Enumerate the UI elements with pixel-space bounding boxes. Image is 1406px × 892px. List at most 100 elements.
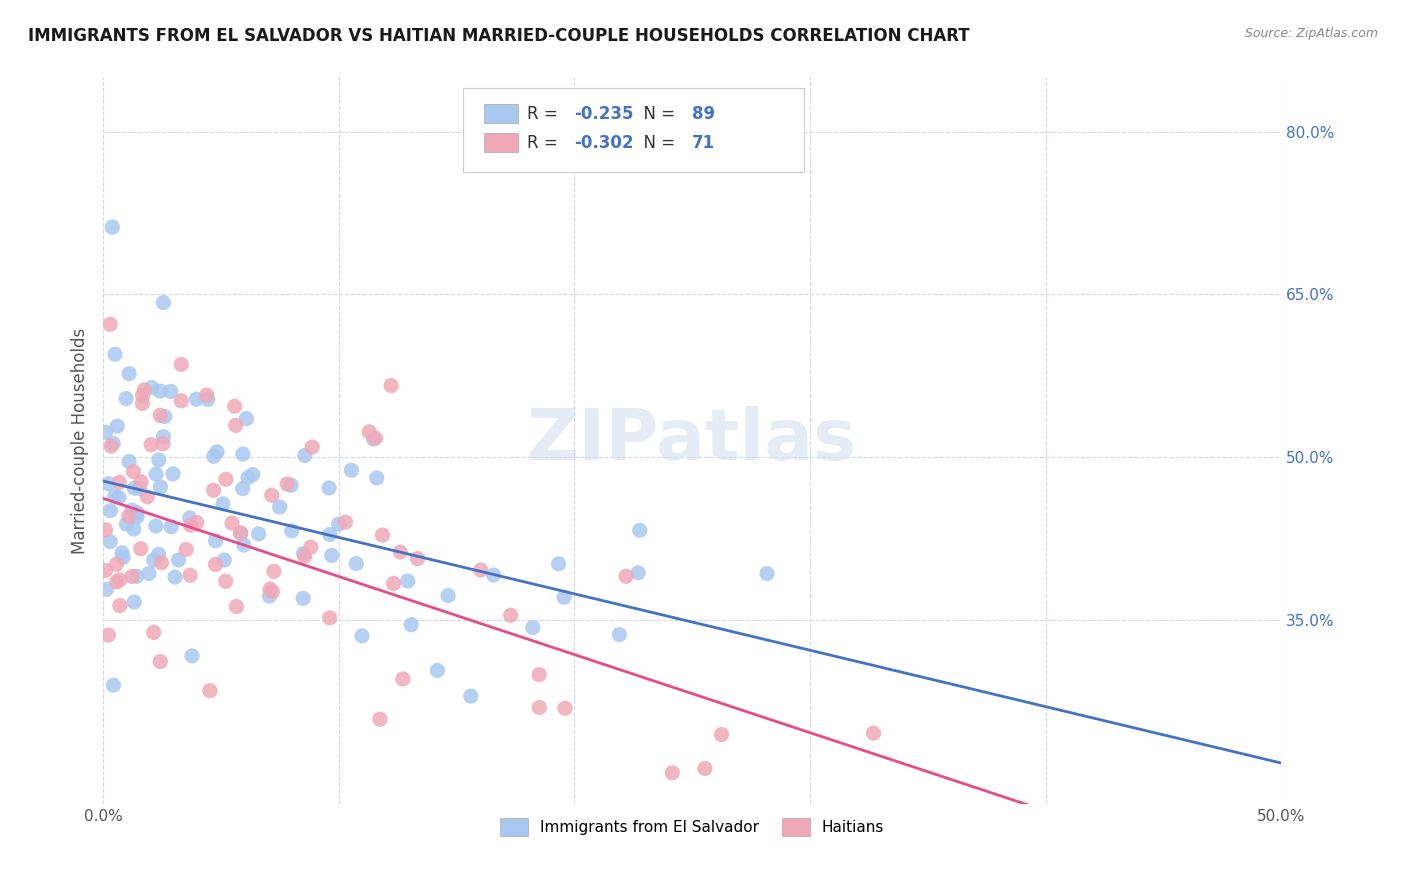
Point — [215, 472, 238, 486]
Point — [179, 511, 201, 525]
Point — [108, 475, 131, 490]
Point — [437, 589, 460, 603]
Point — [97, 476, 120, 491]
Point — [693, 762, 716, 776]
Point — [363, 432, 385, 446]
Point — [224, 399, 246, 413]
Point — [121, 503, 143, 517]
Point — [554, 701, 576, 715]
Point — [292, 591, 315, 606]
Point — [321, 549, 343, 563]
Point — [122, 465, 145, 479]
Point — [122, 522, 145, 536]
Point — [108, 599, 131, 613]
Point — [159, 384, 181, 399]
Point — [482, 568, 505, 582]
Point — [368, 712, 391, 726]
Point — [104, 347, 127, 361]
Point — [460, 689, 482, 703]
Point — [710, 727, 733, 741]
Point — [225, 418, 247, 433]
Point — [149, 480, 172, 494]
Point — [470, 563, 492, 577]
Point — [129, 475, 152, 489]
Point — [163, 570, 186, 584]
Text: N =: N = — [633, 134, 681, 152]
Point — [174, 542, 197, 557]
Point — [180, 518, 202, 533]
Point — [149, 384, 172, 398]
Point — [96, 582, 118, 597]
Point — [269, 500, 291, 514]
Point — [547, 557, 569, 571]
Point — [259, 582, 281, 596]
Point — [212, 497, 235, 511]
Point — [129, 541, 152, 556]
Point — [205, 445, 228, 459]
Point — [318, 481, 340, 495]
Point — [350, 629, 373, 643]
Point — [627, 566, 650, 580]
Point — [115, 392, 138, 406]
Point — [371, 528, 394, 542]
Y-axis label: Married-couple Households: Married-couple Households — [72, 327, 89, 554]
Point — [118, 454, 141, 468]
Point — [335, 515, 357, 529]
Point — [280, 524, 302, 538]
Point — [104, 489, 127, 503]
Text: Source: ZipAtlas.com: Source: ZipAtlas.com — [1244, 27, 1378, 40]
Point — [149, 655, 172, 669]
Point — [94, 425, 117, 440]
Point — [100, 504, 122, 518]
Point — [131, 388, 153, 402]
Point — [396, 574, 419, 588]
Point — [380, 378, 402, 392]
Point — [221, 516, 243, 530]
Point — [103, 436, 125, 450]
Point — [260, 488, 283, 502]
Point — [152, 430, 174, 444]
Point — [319, 527, 342, 541]
Point — [141, 380, 163, 394]
Point — [100, 439, 122, 453]
Point — [142, 625, 165, 640]
Point — [614, 569, 637, 583]
Point — [661, 765, 683, 780]
Point — [202, 450, 225, 464]
Point — [553, 590, 575, 604]
FancyBboxPatch shape — [484, 103, 517, 122]
Point — [105, 558, 128, 572]
Point — [141, 438, 163, 452]
Point — [125, 509, 148, 524]
Text: -0.302: -0.302 — [575, 134, 634, 152]
Point — [149, 409, 172, 423]
Point — [111, 546, 134, 560]
Point — [242, 467, 264, 482]
Point — [148, 453, 170, 467]
Point — [232, 482, 254, 496]
Point — [145, 519, 167, 533]
Point — [301, 440, 323, 454]
Point — [204, 533, 226, 548]
Text: ZIPatlas: ZIPatlas — [527, 407, 858, 475]
Text: 89: 89 — [692, 104, 716, 123]
Point — [299, 540, 322, 554]
Point — [756, 566, 779, 581]
Text: R =: R = — [527, 134, 564, 152]
Point — [121, 569, 143, 583]
Point — [344, 557, 367, 571]
Point — [235, 411, 257, 425]
Text: 71: 71 — [692, 134, 716, 152]
Point — [150, 556, 173, 570]
Legend: Immigrants from El Salvador, Haitians: Immigrants from El Salvador, Haitians — [492, 810, 891, 844]
Point — [98, 534, 121, 549]
Point — [112, 550, 135, 565]
Point — [292, 547, 315, 561]
Point — [124, 481, 146, 495]
Point — [214, 553, 236, 567]
Point — [389, 545, 412, 559]
Point — [142, 553, 165, 567]
Point — [118, 367, 141, 381]
Point — [125, 569, 148, 583]
Point — [134, 383, 156, 397]
